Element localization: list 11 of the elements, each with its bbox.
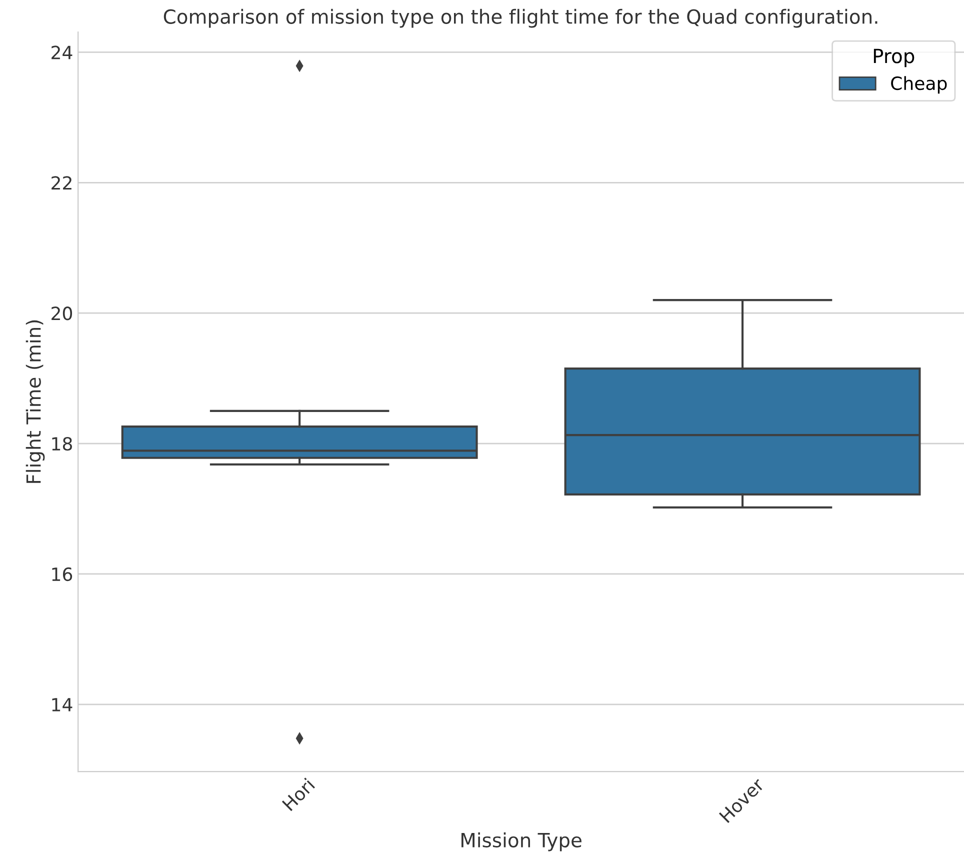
y-tick-label: 20 [52, 306, 72, 320]
chart-title: Comparison of mission type on the flight time for the Quad configuration. [164, 8, 878, 28]
y-tick-label: 24 [52, 46, 72, 60]
y-axis-title: Flight Time (min) [26, 320, 45, 483]
y-tick-label: 18 [52, 436, 72, 451]
legend-label: Cheap [891, 76, 947, 94]
y-tick-label: 22 [52, 176, 72, 190]
y-tick-label: 14 [52, 698, 72, 712]
y-tick-label: 16 [52, 567, 72, 582]
x-axis-title: Mission Type [462, 832, 582, 852]
legend-title: Prop [874, 48, 914, 68]
